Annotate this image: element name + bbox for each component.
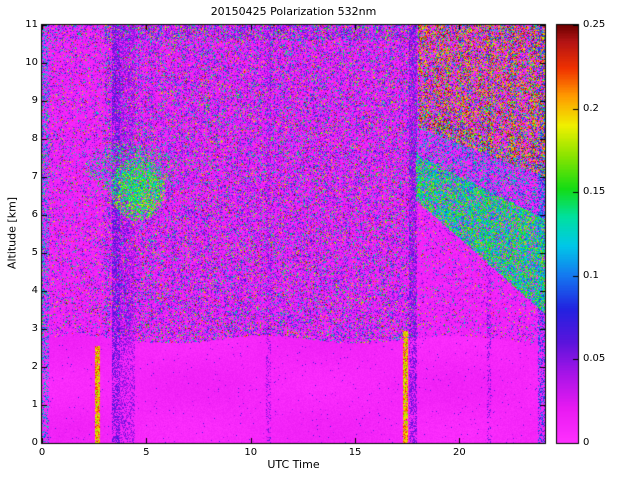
y-tick-label: 11	[25, 19, 38, 30]
x-tick-label: 10	[244, 447, 258, 458]
colorbar-tick-label: 0.15	[583, 186, 606, 198]
y-tick-label: 3	[31, 323, 38, 334]
x-tick-label: 20	[453, 447, 466, 458]
x-tick-label: 15	[348, 447, 362, 458]
colorbar-tick-label: 0	[583, 437, 590, 448]
chart-title: 20150425 Polarization 532nm	[210, 5, 377, 18]
x-tick-label: 5	[143, 447, 150, 458]
y-tick-label: 1	[31, 399, 38, 410]
x-axis-label: UTC Time	[267, 458, 320, 471]
colorbar-tick-label: 0.2	[583, 102, 599, 114]
y-tick-label: 8	[31, 133, 38, 144]
y-tick-label: 7	[31, 171, 38, 182]
colorbar-tick-label: 0.05	[583, 353, 606, 365]
colorbar-tick-label: 0.25	[583, 19, 606, 30]
y-tick-label: 2	[31, 361, 38, 372]
y-tick-label: 6	[31, 209, 38, 220]
y-tick-label: 4	[31, 285, 38, 296]
y-tick-label: 5	[31, 247, 38, 258]
y-tick-label: 9	[31, 95, 38, 106]
x-tick-label: 0	[38, 447, 46, 458]
y-tick-label: 0	[31, 437, 38, 448]
colorbar-tick-label: 0.1	[583, 269, 599, 281]
y-tick-label: 10	[25, 57, 38, 68]
